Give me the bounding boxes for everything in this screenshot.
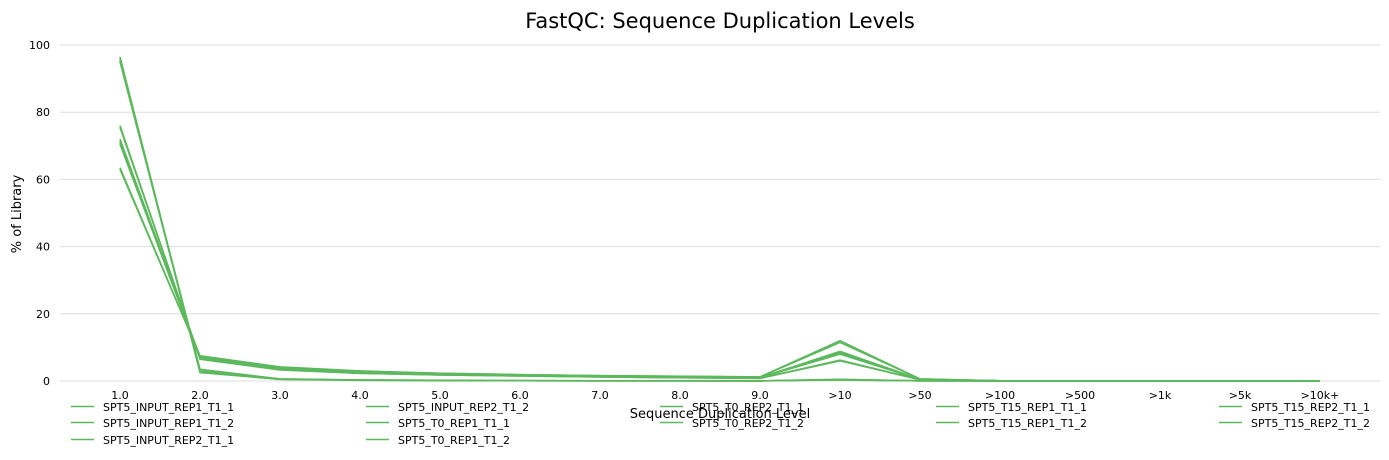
legend-item[interactable]: SPT5_INPUT_REP2_T1_2 [366,401,529,414]
x-tick-label: 5.0 [431,389,449,402]
x-tick-label: >500 [1065,389,1095,402]
series-line[interactable] [119,61,1320,382]
series-lines [119,56,1320,382]
y-tick-label: 60 [36,173,50,186]
legend-label: SPT5_T0_REP1_T1_2 [398,434,510,447]
legend-item[interactable]: SPT5_T0_REP1_T1_1 [366,417,510,430]
legend-label: SPT5_T0_REP2_T1_1 [692,401,804,414]
legend-label: SPT5_INPUT_REP1_T1_1 [103,401,234,414]
series-line[interactable] [119,140,1320,382]
y-tick-labels: 0 20 40 60 80 100 [29,39,50,388]
series-line[interactable] [119,169,1320,382]
legend-item[interactable]: SPT5_INPUT_REP2_T1_1 [71,434,234,447]
legend-label: SPT5_INPUT_REP2_T1_1 [103,434,234,447]
legend-item[interactable]: SPT5_T15_REP1_T1_1 [936,401,1087,414]
legend-item[interactable]: SPT5_T0_REP1_T1_2 [366,434,510,447]
series-line[interactable] [119,167,1320,382]
x-tick-labels: 1.0 2.0 3.0 4.0 5.0 6.0 7.0 8.0 9.0 >10 >50 >100 >50… [111,389,1339,402]
series-line[interactable] [119,56,1320,382]
x-tick-label: >10k+ [1301,389,1340,402]
legend-label: SPT5_INPUT_REP1_T1_2 [103,417,234,430]
legend: SPT5_INPUT_REP1_T1_1 SPT5_INPUT_REP1_T1_2… [71,401,1370,447]
legend-item[interactable]: SPT5_INPUT_REP1_T1_2 [71,417,234,430]
x-axis-label: Sequence Duplication Level [630,407,810,422]
legend-item[interactable]: SPT5_T15_REP2_T1_1 [1219,401,1370,414]
legend-label: SPT5_T15_REP1_T1_1 [968,401,1087,414]
legend-item[interactable]: SPT5_T15_REP2_T1_2 [1219,417,1370,430]
series-line[interactable] [119,125,1320,382]
x-tick-label: >5k [1229,389,1252,402]
x-tick-label: 6.0 [511,389,529,402]
legend-item[interactable]: SPT5_INPUT_REP1_T1_1 [71,401,234,414]
y-tick-label: 40 [36,241,50,254]
legend-label: SPT5_T15_REP1_T1_2 [968,417,1087,430]
x-tick-label: >10 [828,389,851,402]
series-line[interactable] [119,142,1320,382]
y-tick-label: 100 [29,39,50,52]
legend-label: SPT5_T0_REP1_T1_1 [398,417,510,430]
legend-label: SPT5_T0_REP2_T1_2 [692,417,804,430]
x-tick-label: 3.0 [271,389,289,402]
series-line[interactable] [119,59,1320,382]
y-axis-label: % of Library [10,174,25,253]
x-tick-label: >1k [1149,389,1172,402]
legend-item[interactable]: SPT5_T0_REP2_T1_1 [660,401,804,414]
x-tick-label: 1.0 [111,389,129,402]
x-tick-label: 9.0 [751,389,769,402]
series-line[interactable] [119,138,1320,382]
x-tick-label: >50 [908,389,931,402]
x-tick-label: 8.0 [671,389,689,402]
legend-item[interactable]: SPT5_T15_REP1_T1_2 [936,417,1087,430]
series-line[interactable] [119,127,1320,382]
y-tick-label: 0 [43,375,50,388]
legend-label: SPT5_T15_REP2_T1_1 [1251,401,1370,414]
series-line[interactable] [119,143,1320,382]
y-tick-label: 20 [36,308,50,321]
y-tick-label: 80 [36,106,50,119]
x-tick-label: >100 [985,389,1015,402]
grid-lines [60,44,1380,382]
x-tick-label: 4.0 [351,389,369,402]
legend-label: SPT5_T15_REP2_T1_2 [1251,417,1370,430]
x-tick-label: 7.0 [591,389,609,402]
legend-label: SPT5_INPUT_REP2_T1_2 [398,401,529,414]
x-tick-label: 2.0 [191,389,209,402]
series-line[interactable] [119,58,1320,382]
legend-item[interactable]: SPT5_T0_REP2_T1_2 [660,417,804,430]
chart-title: FastQC: Sequence Duplication Levels [525,9,915,33]
